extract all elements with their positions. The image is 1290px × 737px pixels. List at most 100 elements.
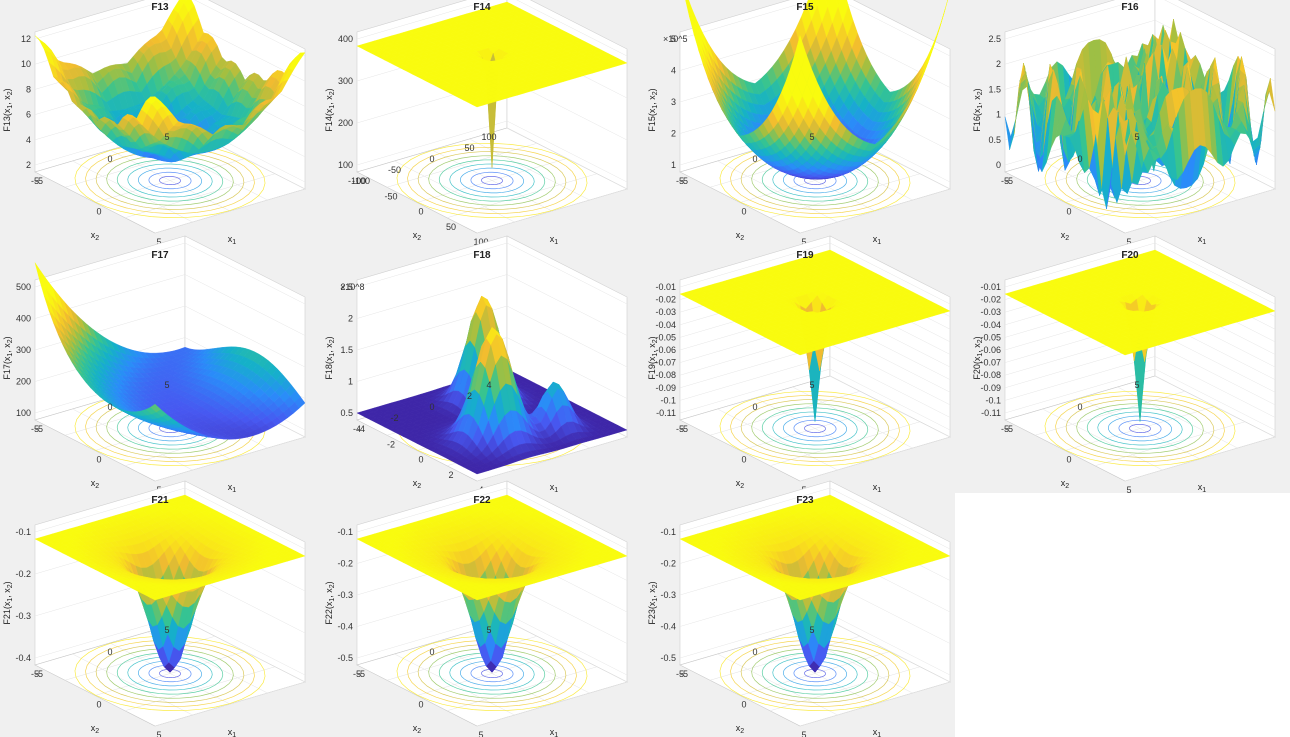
z-axis-label: F14(x1, x2) [324,88,336,131]
x-tick-label: 0 [418,455,423,465]
x-tick-label: 0 [96,207,101,217]
z-tick-label: 300 [16,345,31,355]
subscript: 1 [554,239,558,246]
gridline [829,375,951,438]
x-tick-label: 0 [1066,207,1071,217]
contour-line [148,171,192,190]
separator: , x [324,343,334,353]
z-tick-label: 2 [348,314,353,324]
x-tick-label: -50 [384,191,397,201]
y-axis-label: x2 [736,230,745,242]
surface-group [34,0,306,163]
z-tick-label: 200 [16,377,31,387]
surface-patch [795,34,807,70]
contour-line [772,411,858,446]
surface-patch [471,102,484,108]
subscript: 1 [554,487,558,494]
z-tick-label: 500 [16,282,31,292]
z-tick-label: 0.5 [340,408,353,418]
contour-line [85,147,255,214]
paren: ) [2,88,12,91]
contour-line [74,143,266,218]
surface-patch [471,469,484,475]
x-tick-label: 0 [418,207,423,217]
chart-panel-p19: F19 -0.11 -0.1 -0.09 -0.08 -0.07 -0.06 -0.05 -0.… [645,235,963,495]
contour-line [407,147,577,214]
y-axis-label: x2 [91,230,100,242]
x-tick-label: -5 [35,424,43,434]
y-axis-ticks: 50-5 [31,380,170,434]
z-tick-label: 400 [16,314,31,324]
z-tick-label: 100 [16,408,31,418]
paren: ) [324,336,334,339]
y-tick-label: 0 [107,154,112,164]
subscript: 1 [7,105,14,109]
y-tick-label: 5 [809,132,814,142]
chart-title: F18 [473,250,491,261]
contour-line [481,176,503,185]
y-tick-label: 5 [164,132,169,142]
x-tick-label: -5 [1005,176,1013,186]
separator: , x [324,95,334,105]
gridline [356,274,628,336]
x-tick-label: 5 [156,237,161,247]
x-tick-label: 0 [741,207,746,217]
contour-group [396,143,588,218]
paren: ) [324,88,334,91]
chart-title: F14 [473,2,491,13]
x-tick-label: 100 [473,237,488,247]
gridline [679,242,951,305]
subscript: 1 [7,353,14,357]
z-tick-label: 4 [671,66,676,76]
separator: , x [647,95,657,105]
paren: ) [647,88,657,91]
y-tick-label: -5 [676,176,684,186]
gridline [769,173,921,218]
gridline [679,368,951,431]
x-axis-ticks: -505 [35,176,162,247]
subscript: 2 [329,91,336,95]
z-axis-label: F15(x1, x2) [647,88,659,131]
separator: , x [2,343,12,353]
x-tick-label: -2 [387,439,395,449]
gridline [1004,19,1276,82]
z-tick-label: 1.5 [988,84,1001,94]
gridline [679,356,951,418]
gridline [799,436,951,482]
surface-group [356,1,628,168]
y-tick-label: 0 [752,154,757,164]
contour-line [438,159,546,202]
x-axis-label: x1 [550,234,559,246]
gridline [356,242,628,305]
contour-line [95,151,245,210]
gridline [799,188,951,234]
contour-line [396,143,588,218]
surface-group [34,262,306,440]
subscript: 1 [232,239,236,246]
subscript: 1 [329,105,336,109]
y-axis-ticks: 5 0 -5 [676,132,815,186]
z-axis-label: F18(x1, x2) [324,336,336,379]
z-tick-label: 12 [21,34,31,44]
chart-title: F17 [151,250,169,261]
y-tick-label: 0 [429,154,434,164]
chart-title: F15 [796,2,814,13]
y-tick-label: 100 [481,132,496,142]
surface-patch [1120,122,1131,156]
z-tick-label: 0.5 [988,135,1001,145]
contour-line [106,155,234,206]
y-tick-label: 0 [429,402,434,412]
contour-group [74,143,266,218]
z-tick-label: 400 [338,34,353,44]
gridline [34,242,306,305]
x-tick-label: 5 [801,237,806,247]
x-axis-label: x1 [228,482,237,494]
gridline [476,188,628,234]
contour-line [761,407,869,450]
y-axis-ticks: 50-5 [31,132,170,186]
z-tick-label: 1 [996,110,1001,120]
contour-line [116,159,224,202]
surface-group [1004,18,1276,210]
y-tick-label: -5 [31,424,39,434]
